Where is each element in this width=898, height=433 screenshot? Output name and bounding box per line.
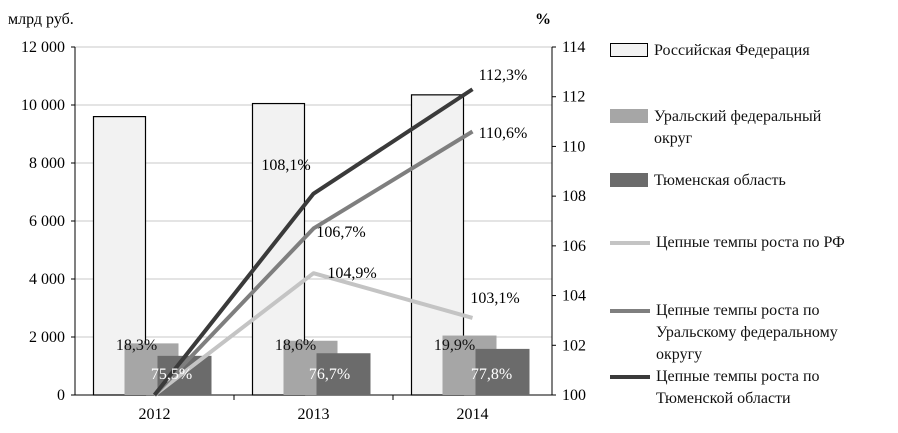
- legend-swatch-growth-tyumen: [610, 375, 650, 379]
- y-right-tick-label: 106: [562, 238, 586, 255]
- y-right-tick-label: 112: [562, 89, 585, 106]
- line-data-label: 104,9%: [327, 265, 376, 282]
- line-data-label: 103,1%: [470, 290, 519, 307]
- line-data-label: 106,7%: [316, 224, 365, 241]
- y-left-tick-label: 0: [57, 387, 65, 404]
- legend-label-growth-ufo: Цепные темпы роста по Уральскому федерал…: [656, 302, 838, 363]
- legend-item-growth-tyumen: Цепные темпы роста по Тюменской области: [610, 366, 820, 410]
- legend-item-growth-ufo: Цепные темпы роста по Уральскому федерал…: [610, 300, 838, 366]
- x-tick-label: 2013: [298, 406, 330, 423]
- line-data-label: 110,6%: [479, 125, 528, 142]
- bar-data-label: 19,9%: [434, 337, 475, 354]
- y-right-tick-label: 108: [562, 188, 586, 205]
- line-data-label: 112,3%: [479, 67, 528, 84]
- legend-item-rf: Российская Федерация: [610, 40, 810, 62]
- bar-data-label: 75,5%: [151, 366, 192, 383]
- bar-tyumen: [316, 353, 371, 395]
- y-left-tick-label: 6 000: [29, 213, 65, 230]
- y-right-tick-label: 102: [562, 337, 586, 354]
- x-tick-label: 2014: [457, 406, 489, 423]
- bar-data-label: 76,7%: [309, 366, 350, 383]
- legend-swatch-growth-rf: [610, 241, 650, 245]
- legend-item-growth-rf: Цепные темпы роста по РФ: [610, 232, 845, 254]
- line-data-label: 108,1%: [261, 157, 310, 174]
- y-left-tick-label: 4 000: [29, 271, 65, 288]
- y-right-tick-label: 100: [562, 387, 586, 404]
- legend-label-tyumen: Тюменская область: [654, 172, 786, 189]
- legend-swatch-growth-ufo: [610, 309, 650, 313]
- bar-data-label: 18,3%: [116, 337, 157, 354]
- y-left-tick-label: 12 000: [21, 39, 65, 56]
- bar-data-label: 77,8%: [471, 366, 512, 383]
- legend-label-growth-tyumen: Цепные темпы роста по Тюменской области: [656, 368, 820, 407]
- legend-label-growth-rf: Цепные темпы роста по РФ: [656, 234, 845, 251]
- y-left-tick-label: 2 000: [29, 329, 65, 346]
- legend-swatch-rf: [610, 43, 648, 57]
- y-left-axis-label: млрд руб.: [8, 11, 74, 28]
- y-right-axis-label: %: [535, 11, 551, 28]
- legend-item-ufo: Уральский федеральный округ: [610, 106, 821, 150]
- line-series-rf: [153, 271, 474, 397]
- legend-label-rf: Российская Федерация: [654, 42, 810, 59]
- y-left-tick-label: 8 000: [29, 155, 65, 172]
- line-series-tyumen: [152, 87, 474, 397]
- line-series-ufo: [153, 129, 474, 397]
- bar-data-label: 18,6%: [275, 337, 316, 354]
- y-right-tick-label: 114: [562, 39, 585, 56]
- y-left-tick-label: 10 000: [21, 97, 65, 114]
- legend-swatch-ufo: [610, 109, 648, 123]
- x-tick-label: 2012: [139, 406, 171, 423]
- legend-label-ufo: Уральский федеральный округ: [654, 108, 822, 147]
- y-right-tick-label: 104: [562, 288, 586, 305]
- bar-tyumen: [475, 348, 530, 395]
- legend-swatch-tyumen: [610, 173, 648, 187]
- legend-item-tyumen: Тюменская область: [610, 170, 786, 192]
- y-right-tick-label: 110: [562, 138, 585, 155]
